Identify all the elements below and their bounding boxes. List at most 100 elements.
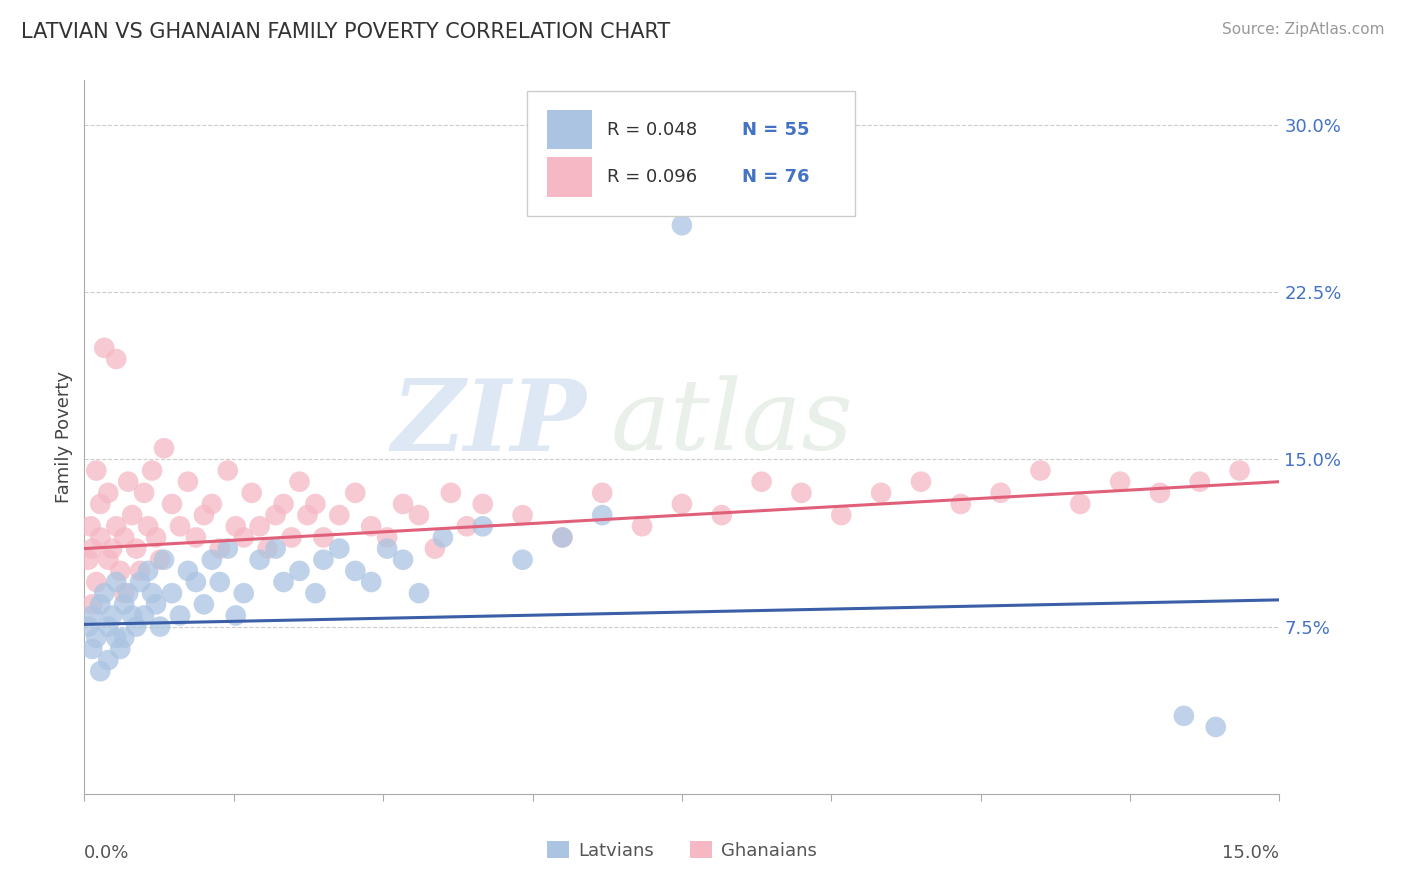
Point — [631, 519, 654, 533]
Text: R = 0.048: R = 0.048 — [606, 120, 697, 138]
Point — [169, 608, 191, 623]
Point — [153, 441, 176, 455]
Text: N = 55: N = 55 — [742, 120, 810, 138]
Bar — [547, 157, 592, 196]
Point — [129, 575, 152, 590]
Text: atlas: atlas — [610, 376, 853, 470]
Point — [273, 497, 295, 511]
Point — [1173, 708, 1195, 723]
Y-axis label: Family Poverty: Family Poverty — [55, 371, 73, 503]
Point — [408, 508, 430, 523]
Point — [280, 530, 302, 544]
Point — [360, 519, 382, 533]
Point — [129, 564, 152, 578]
Text: N = 76: N = 76 — [742, 168, 810, 186]
Point — [86, 631, 108, 645]
Point — [591, 485, 613, 500]
Point — [160, 497, 183, 511]
Point — [93, 586, 115, 600]
Point — [193, 598, 215, 612]
Point — [217, 541, 239, 556]
Point — [304, 586, 326, 600]
Point — [456, 519, 478, 533]
Text: Source: ZipAtlas.com: Source: ZipAtlas.com — [1222, 22, 1385, 37]
Point — [830, 508, 852, 523]
Point — [89, 530, 111, 544]
Point — [97, 653, 120, 667]
Point — [225, 608, 247, 623]
Point — [392, 497, 415, 511]
Point — [1188, 475, 1211, 489]
Point — [360, 575, 382, 590]
Point — [89, 664, 111, 679]
Point — [101, 541, 124, 556]
Point — [512, 508, 534, 523]
Point — [312, 552, 335, 567]
Point — [256, 541, 278, 556]
Point — [177, 564, 200, 578]
Point — [344, 564, 367, 578]
Point — [112, 586, 135, 600]
Point — [512, 552, 534, 567]
Point — [551, 530, 574, 544]
Point — [82, 598, 104, 612]
Point — [392, 552, 415, 567]
Point — [86, 575, 108, 590]
Point — [304, 497, 326, 511]
Point — [790, 485, 813, 500]
Point — [77, 552, 100, 567]
Point — [312, 530, 335, 544]
Point — [82, 541, 104, 556]
Point — [80, 519, 103, 533]
Bar — [547, 111, 592, 150]
Point — [671, 497, 693, 511]
Point — [408, 586, 430, 600]
Point — [1109, 475, 1132, 489]
Point — [1029, 464, 1052, 478]
Point — [225, 519, 247, 533]
Point — [112, 598, 135, 612]
Point — [184, 530, 207, 544]
Text: R = 0.096: R = 0.096 — [606, 168, 697, 186]
Point — [208, 575, 231, 590]
Point — [264, 541, 287, 556]
Point — [169, 519, 191, 533]
Point — [193, 508, 215, 523]
Legend: Latvians, Ghanaians: Latvians, Ghanaians — [540, 834, 824, 867]
Point — [432, 530, 454, 544]
Point — [110, 642, 132, 657]
Point — [232, 586, 254, 600]
Point — [949, 497, 972, 511]
Point — [132, 485, 156, 500]
Point — [297, 508, 319, 523]
Point — [121, 508, 143, 523]
Point — [423, 541, 446, 556]
Point — [910, 475, 932, 489]
Point — [1229, 464, 1251, 478]
Point — [136, 564, 159, 578]
Point — [249, 519, 271, 533]
Point — [89, 598, 111, 612]
Point — [141, 586, 163, 600]
Point — [710, 508, 733, 523]
Point — [671, 219, 693, 233]
Point — [125, 619, 148, 633]
Point — [145, 530, 167, 544]
Point — [160, 586, 183, 600]
Point — [97, 485, 120, 500]
Point — [149, 619, 172, 633]
Point — [145, 598, 167, 612]
Point — [288, 475, 311, 489]
Point — [101, 608, 124, 623]
Point — [591, 508, 613, 523]
Point — [232, 530, 254, 544]
Point — [89, 497, 111, 511]
Point — [328, 508, 350, 523]
Point — [344, 485, 367, 500]
Point — [240, 485, 263, 500]
Point — [288, 564, 311, 578]
Point — [121, 608, 143, 623]
Point — [112, 530, 135, 544]
Point — [1069, 497, 1091, 511]
Point — [201, 552, 224, 567]
